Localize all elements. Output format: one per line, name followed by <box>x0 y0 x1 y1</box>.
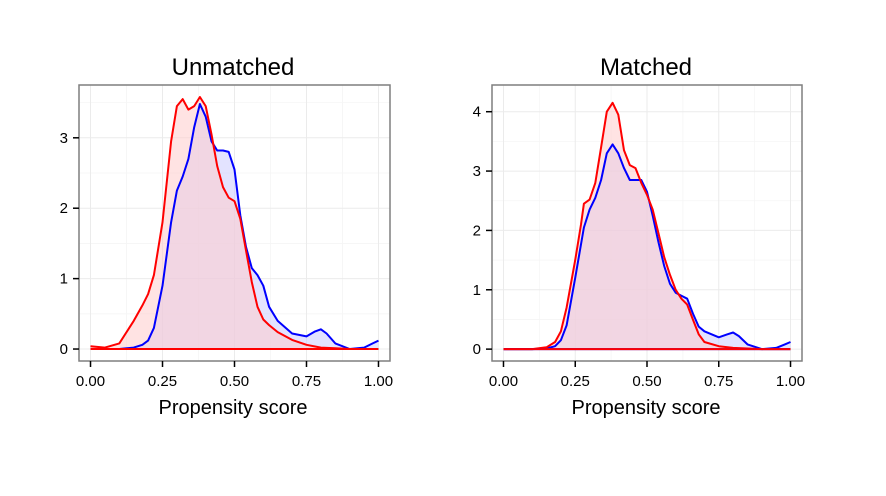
blue-density-line <box>90 103 379 350</box>
y-tick-label: 1 <box>473 282 481 299</box>
y-tick-label: 0 <box>60 341 68 358</box>
y-tick-label: 4 <box>473 104 481 121</box>
series-areas <box>503 102 791 350</box>
x-axis: 0.00 0.25 0.50 0.75 1.00 <box>489 361 805 390</box>
panel-title: Matched <box>600 54 692 81</box>
series-lines <box>90 96 379 351</box>
x-tick-label: 0.75 <box>292 373 321 390</box>
x-tick-label: 0.75 <box>704 373 733 390</box>
x-tick-label: 0.50 <box>220 373 249 390</box>
x-tick-label: 0.25 <box>561 373 590 390</box>
red-density-line <box>90 96 379 350</box>
y-axis: 0 1 2 3 <box>60 130 79 358</box>
x-tick-label: 0.50 <box>632 373 661 390</box>
x-tick-label: 1.00 <box>364 373 393 390</box>
x-axis-title: Propensity score <box>159 397 308 419</box>
y-tick-label: 0 <box>473 341 481 358</box>
y-tick-label: 1 <box>60 271 68 288</box>
y-tick-label: 3 <box>473 163 481 180</box>
panel-unmatched: Unmatched 0.00 0.25 0.50 0.75 1.00 0 1 2 3 Prop… <box>60 54 393 419</box>
x-tick-label: 1.00 <box>776 373 805 390</box>
y-tick-label: 2 <box>60 200 68 217</box>
red-density-area <box>503 102 791 350</box>
panel-title: Unmatched <box>172 54 295 81</box>
x-axis-title: Propensity score <box>572 397 721 419</box>
y-tick-label: 2 <box>473 222 481 239</box>
x-tick-label: 0.25 <box>148 373 177 390</box>
red-density-line <box>503 101 791 351</box>
y-axis: 0 1 2 3 4 <box>473 104 492 358</box>
x-axis: 0.00 0.25 0.50 0.75 1.00 <box>76 361 393 390</box>
series-lines <box>503 101 791 351</box>
y-tick-label: 3 <box>60 130 68 147</box>
x-tick-label: 0.00 <box>76 373 105 390</box>
x-tick-label: 0.00 <box>489 373 518 390</box>
panel-matched: Matched 0.00 0.25 0.50 0.75 1.00 0 1 2 3 4 Prope… <box>473 54 805 419</box>
